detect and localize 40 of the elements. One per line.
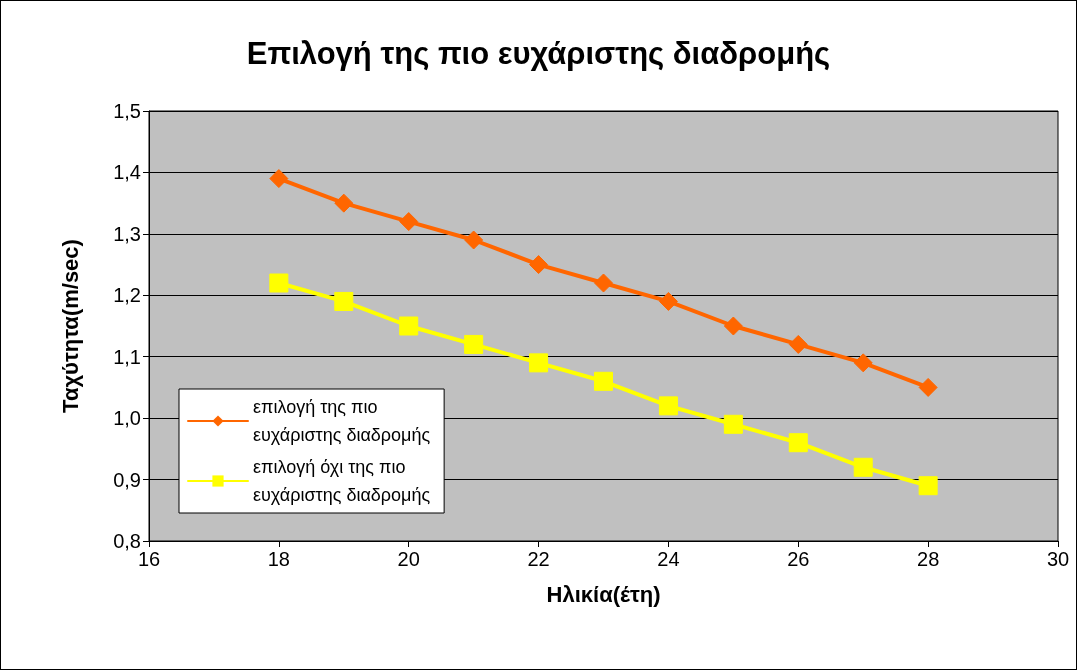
chart-title: Επιλογή της πιο ευχάριστης διαδρομής <box>246 36 831 71</box>
y-tick-label: 1,4 <box>113 161 141 184</box>
point <box>723 316 743 336</box>
y-tick-label: 1,2 <box>113 284 141 307</box>
point <box>658 291 678 311</box>
point <box>334 193 354 213</box>
point <box>723 414 743 434</box>
point <box>399 316 419 336</box>
x-axis-title: Ηλικία(έτη) <box>546 581 661 607</box>
y-tick-label: 1,5 <box>113 100 141 122</box>
x-tick-label: 22 <box>527 548 550 570</box>
x-tick-label: 20 <box>397 548 420 570</box>
x-tick-label: 26 <box>787 548 810 570</box>
legend-label: επιλογή όχι της πιο ευχάριστης διαδρομής <box>253 457 431 505</box>
point <box>269 273 289 293</box>
point <box>269 169 289 189</box>
y-tick-label: 1,3 <box>113 222 141 245</box>
point <box>529 255 549 275</box>
point <box>853 353 873 373</box>
point <box>464 334 484 354</box>
x-tick-label: 28 <box>917 548 940 570</box>
y-tick-label: 1,1 <box>113 345 141 368</box>
point <box>334 291 354 311</box>
point <box>594 273 613 293</box>
x-tick-label: 18 <box>267 548 290 570</box>
point <box>853 457 873 477</box>
y-tick-label: 0,9 <box>113 468 141 491</box>
x-tick-label: 24 <box>657 548 680 570</box>
point <box>399 212 419 232</box>
point <box>918 377 938 397</box>
point <box>594 371 613 391</box>
x-tick-label: 30 <box>1046 548 1070 570</box>
point <box>918 476 938 496</box>
point <box>464 230 484 250</box>
y-tick-label: 1,0 <box>113 407 141 430</box>
point <box>529 353 549 373</box>
point <box>658 396 678 416</box>
point <box>788 433 808 453</box>
y-axis-title: Ταχύτητα(m/sec) <box>57 239 83 413</box>
point <box>788 334 808 354</box>
